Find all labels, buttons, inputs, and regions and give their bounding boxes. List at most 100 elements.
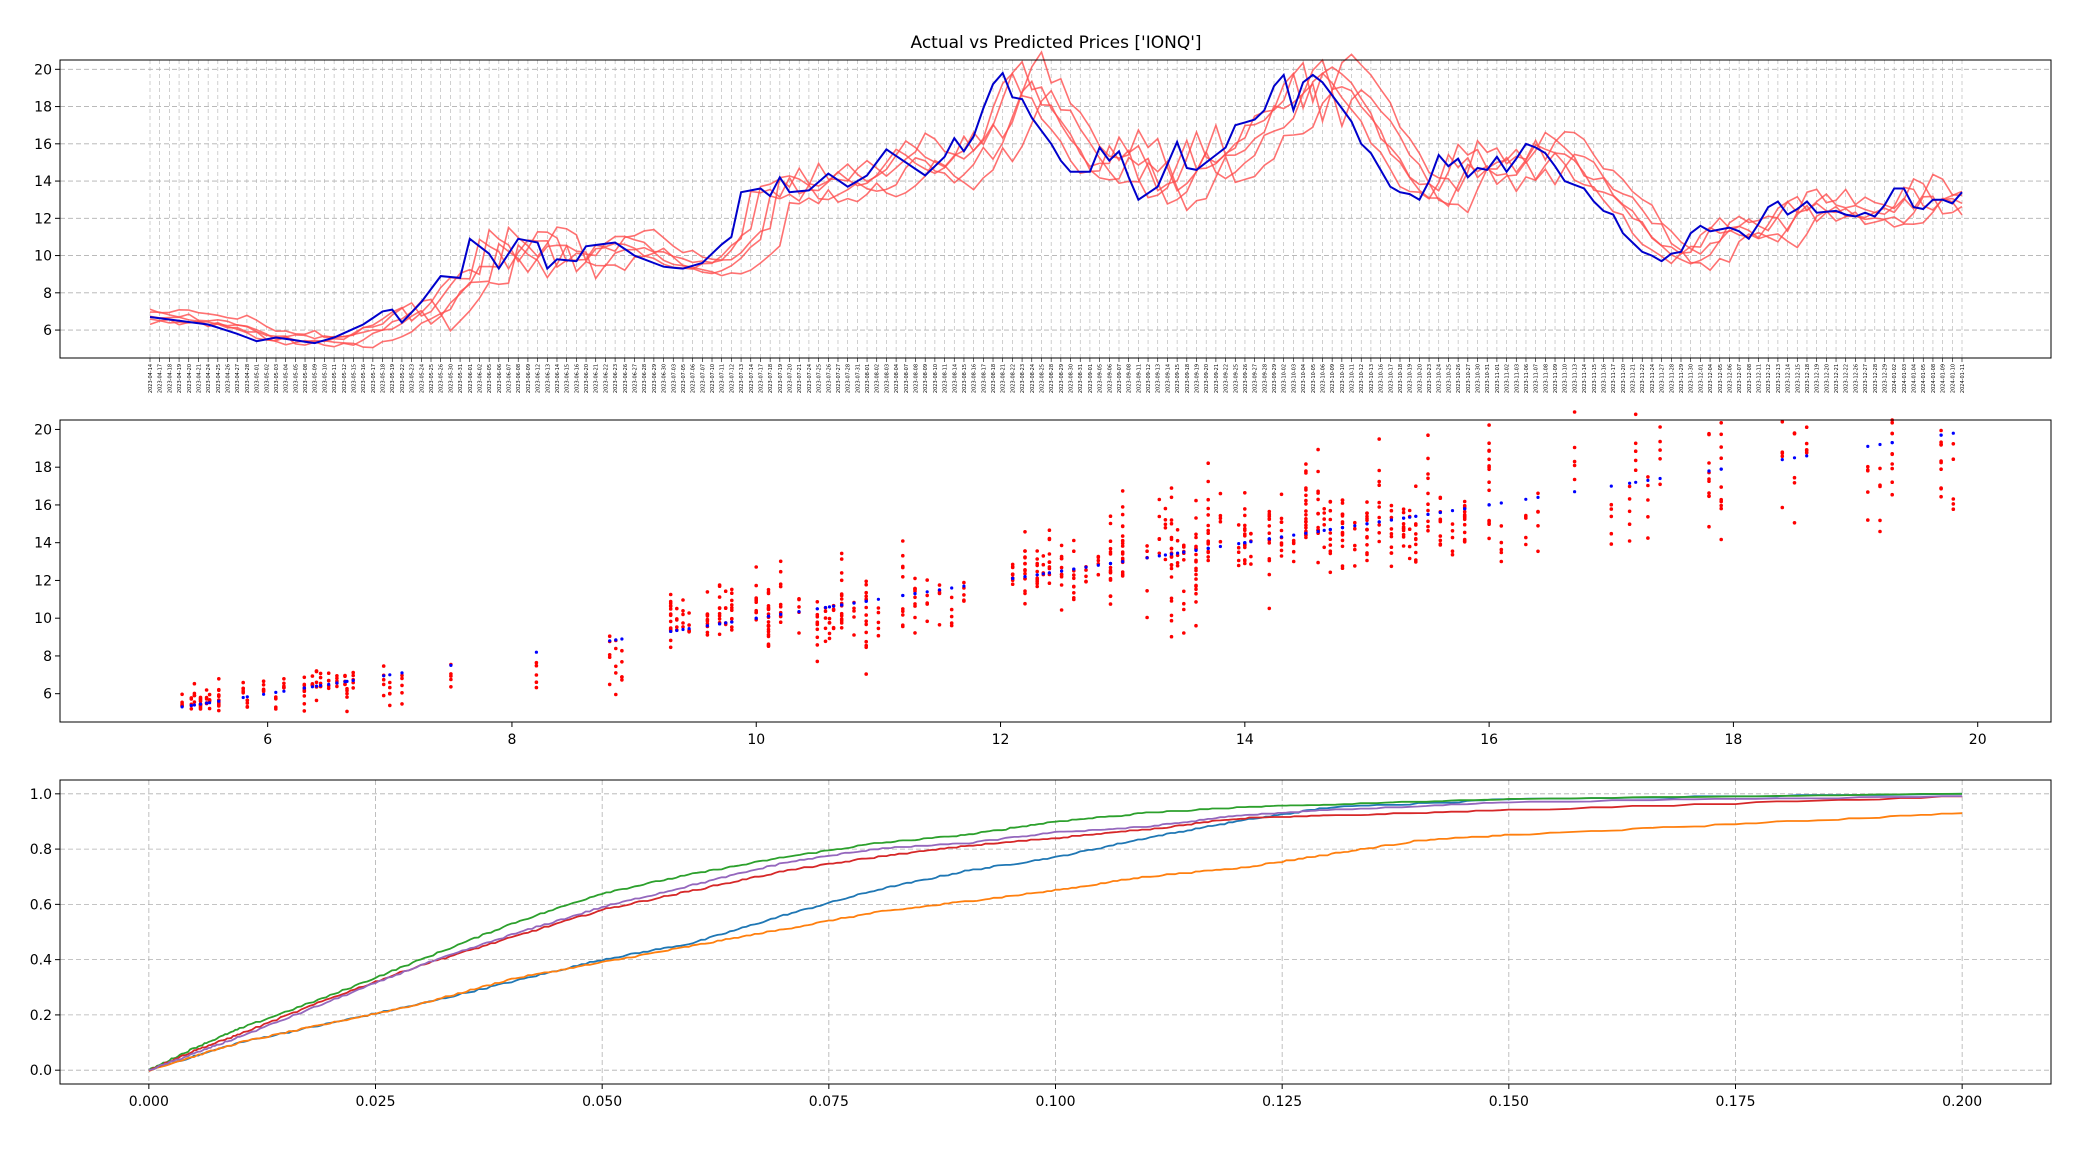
predicted-point — [1120, 541, 1125, 546]
x-tick-label: 2023-12-04 — [1708, 364, 1714, 393]
predicted-point — [302, 689, 307, 693]
predicted-point — [1487, 518, 1491, 523]
predicted-point — [1169, 555, 1174, 559]
predicted-point — [345, 688, 349, 693]
predicted-point — [1414, 484, 1418, 489]
predicted-point — [1866, 468, 1870, 473]
x-tick-label: 20 — [1969, 732, 1987, 748]
predicted-point — [668, 607, 673, 611]
predicted-point — [675, 625, 679, 629]
y-tick-label: 14 — [34, 536, 52, 552]
x-tick-label: 2023-12-19 — [1815, 364, 1821, 393]
predicted-point — [1169, 535, 1174, 540]
predicted-point — [1426, 472, 1430, 476]
predicted-point — [1145, 615, 1149, 620]
x-tick-label: 2024-01-03 — [1902, 364, 1908, 393]
predicted-point — [1108, 521, 1113, 526]
predicted-point — [1267, 558, 1272, 563]
x-tick-label: 2023-04-20 — [187, 364, 193, 393]
predicted-point — [1536, 524, 1540, 528]
predicted-point — [668, 603, 673, 608]
predicted-point — [1719, 506, 1723, 511]
predicted-point — [1401, 535, 1406, 539]
predicted-point — [1035, 557, 1039, 561]
predicted-point — [839, 551, 844, 556]
actual-point — [797, 610, 801, 614]
x-tick-label: 2023-12-14 — [1786, 364, 1792, 393]
predicted-point — [620, 660, 624, 664]
x-tick-label: 2023-07-24 — [807, 364, 813, 393]
predicted-point — [1304, 519, 1308, 524]
predicted-point — [1163, 526, 1168, 530]
predicted-point — [1047, 536, 1052, 541]
predicted-point — [607, 682, 612, 687]
predicted-point — [1035, 561, 1039, 566]
actual-point — [180, 705, 184, 709]
predicted-point — [1627, 539, 1632, 543]
actual-point — [1328, 527, 1332, 532]
predicted-point — [827, 620, 832, 625]
predicted-point — [1059, 565, 1064, 570]
x-tick-label: 2023-06-12 — [536, 364, 542, 393]
predicted-point — [204, 697, 209, 701]
predicted-point — [876, 606, 881, 610]
predicted-point — [1328, 517, 1333, 522]
predicted-point — [1487, 521, 1491, 525]
predicted-price-line — [149, 79, 1963, 348]
predicted-point — [687, 611, 691, 615]
predicted-point — [1627, 484, 1632, 489]
predicted-point — [1389, 545, 1394, 549]
predicted-point — [1414, 532, 1418, 536]
x-tick-label: 2023-12-18 — [1805, 364, 1811, 393]
predicted-point — [1304, 513, 1308, 517]
predicted-point — [754, 565, 758, 569]
x-tick-label: 2023-11-28 — [1669, 364, 1675, 393]
x-tick-label: 2023-11-09 — [1553, 364, 1559, 393]
predicted-point — [730, 591, 734, 595]
predicted-point — [1866, 464, 1870, 469]
predicted-point — [1340, 501, 1345, 505]
predicted-point — [1365, 558, 1369, 563]
predicted-point — [1951, 497, 1956, 501]
predicted-point — [864, 590, 868, 595]
x-tick-label: 2023-10-20 — [1417, 364, 1423, 393]
predicted-point — [198, 699, 203, 703]
x-tick-label: 2023-10-18 — [1398, 364, 1404, 393]
actual-point — [1304, 531, 1308, 535]
x-tick-label: 2023-05-23 — [410, 364, 416, 393]
predicted-point — [1450, 552, 1455, 557]
predicted-point — [1939, 428, 1943, 433]
predicted-point — [1194, 600, 1198, 604]
predicted-point — [1719, 485, 1723, 489]
x-tick-label: 2023-07-12 — [729, 364, 735, 393]
predicted-point — [1438, 517, 1443, 522]
predicted-point — [1780, 451, 1785, 456]
predicted-point — [1353, 547, 1357, 552]
predicted-point — [1304, 509, 1308, 513]
predicted-point — [1291, 549, 1296, 554]
actual-point — [314, 684, 319, 688]
predicted-price-line — [149, 50, 1963, 339]
predicted-point — [400, 702, 404, 706]
predicted-point — [1407, 508, 1412, 513]
predicted-point — [1145, 549, 1149, 553]
actual-point — [1573, 490, 1577, 494]
x-tick-label: 2023-12-27 — [1863, 364, 1869, 393]
predicted-point — [1462, 503, 1467, 508]
actual-point — [724, 621, 728, 625]
x-tick-label: 2023-12-20 — [1824, 364, 1830, 393]
x-tick-label: 2023-05-24 — [419, 364, 425, 393]
predicted-point — [876, 610, 881, 615]
predicted-point — [1084, 568, 1088, 572]
predicted-point — [381, 693, 386, 698]
predicted-point — [318, 671, 323, 676]
predicted-point — [839, 578, 844, 583]
predicted-point — [1450, 522, 1455, 526]
predicted-point — [1401, 510, 1406, 515]
predicted-point — [1792, 431, 1797, 435]
predicted-point — [668, 619, 673, 624]
actual-point — [449, 663, 453, 668]
predicted-point — [1157, 537, 1162, 541]
predicted-point — [1291, 538, 1296, 543]
predicted-point — [1108, 565, 1113, 570]
